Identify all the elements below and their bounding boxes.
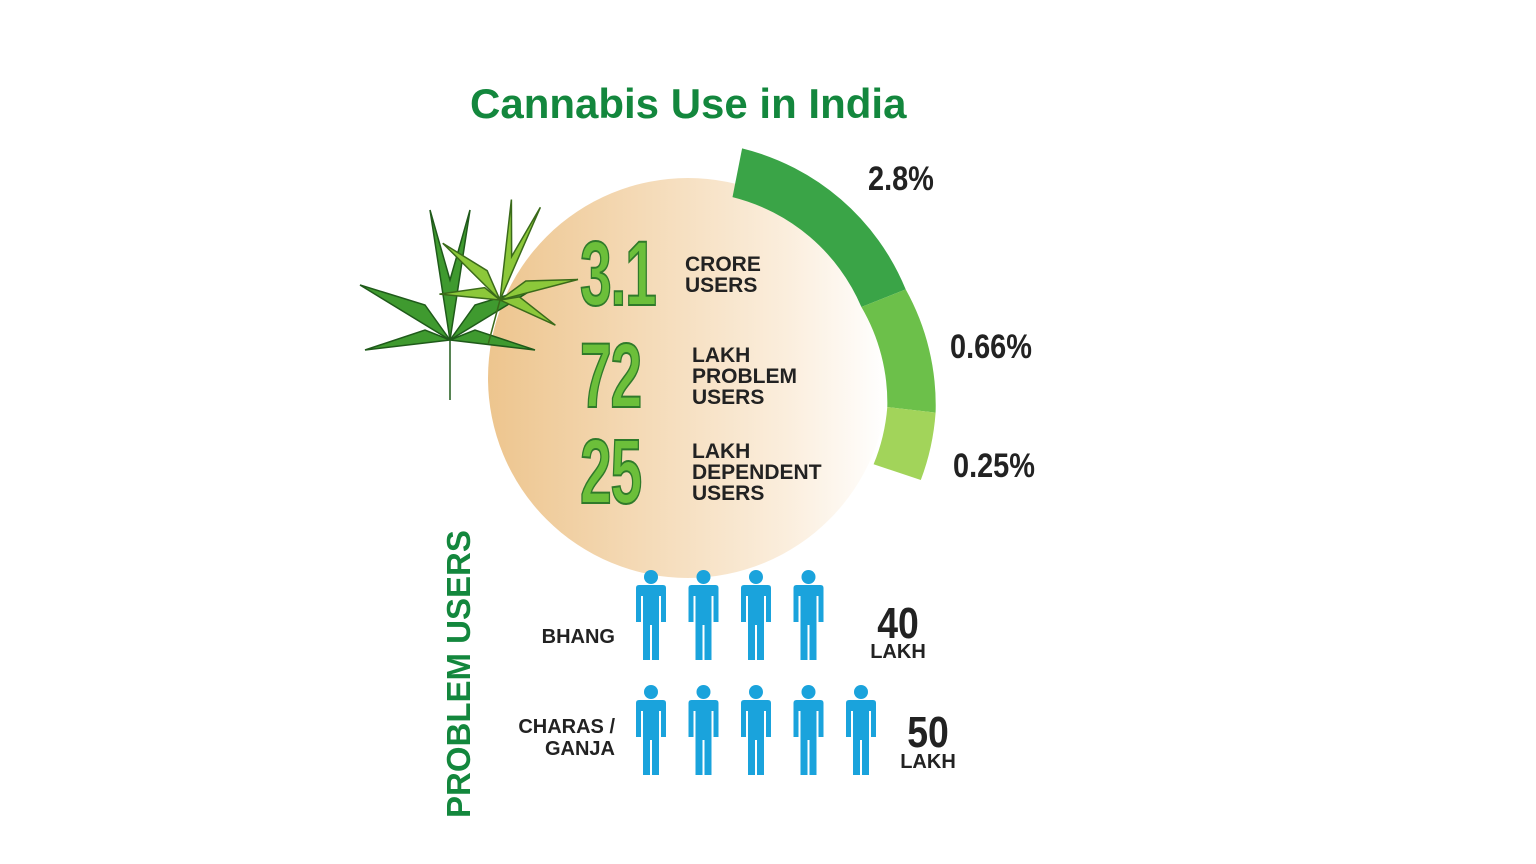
person-icon [688, 570, 719, 660]
row-label: CHARAS / GANJA [475, 716, 615, 760]
stat-label: LAKH DEPENDENT USERS [692, 441, 822, 504]
person-icon [636, 685, 666, 775]
person-icon [688, 685, 719, 775]
percent: 0.25% [953, 447, 1035, 485]
person-icon [636, 570, 666, 660]
label-line: USERS [685, 274, 758, 297]
label-line: GANJA [544, 738, 615, 760]
arc-segment [873, 407, 936, 480]
row-value: 50 [907, 708, 949, 757]
title: Cannabis Use in India [470, 80, 907, 127]
row-value: 40 [877, 599, 919, 648]
percent: 0.66% [950, 328, 1032, 366]
stat-number: 25 [579, 421, 642, 523]
row-unit: LAKH [900, 751, 956, 773]
label-line: BHANG [541, 626, 615, 648]
person-icon [793, 570, 824, 660]
arc-segment [732, 148, 906, 307]
label-line: LAKH [692, 440, 751, 463]
label-line: PROBLEM [692, 365, 797, 388]
person-icon [741, 685, 771, 775]
circle [488, 178, 888, 578]
label-line: DEPENDENT [692, 461, 822, 484]
person-icon [793, 685, 824, 775]
label-line: USERS [692, 386, 765, 409]
stat-label: CRORE USERS [685, 254, 761, 296]
section-heading: PROBLEM USERS [440, 530, 477, 818]
person-icon [741, 570, 771, 660]
label-line: CRORE [685, 253, 761, 276]
stat-number: 3.1 [579, 223, 657, 325]
stat-number: 72 [579, 325, 642, 427]
leaves [359, 199, 579, 400]
label-line: CHARAS / [518, 716, 615, 738]
stat-label: LAKH PROBLEM USERS [692, 345, 797, 408]
label-line: LAKH [692, 344, 751, 367]
arc-segment [861, 289, 936, 413]
person-icon [846, 685, 876, 775]
percent: 2.8% [868, 160, 934, 198]
row-unit: LAKH [870, 641, 926, 663]
row-label: BHANG [475, 626, 615, 648]
people-icons [636, 570, 876, 775]
label-line: USERS [692, 482, 765, 505]
